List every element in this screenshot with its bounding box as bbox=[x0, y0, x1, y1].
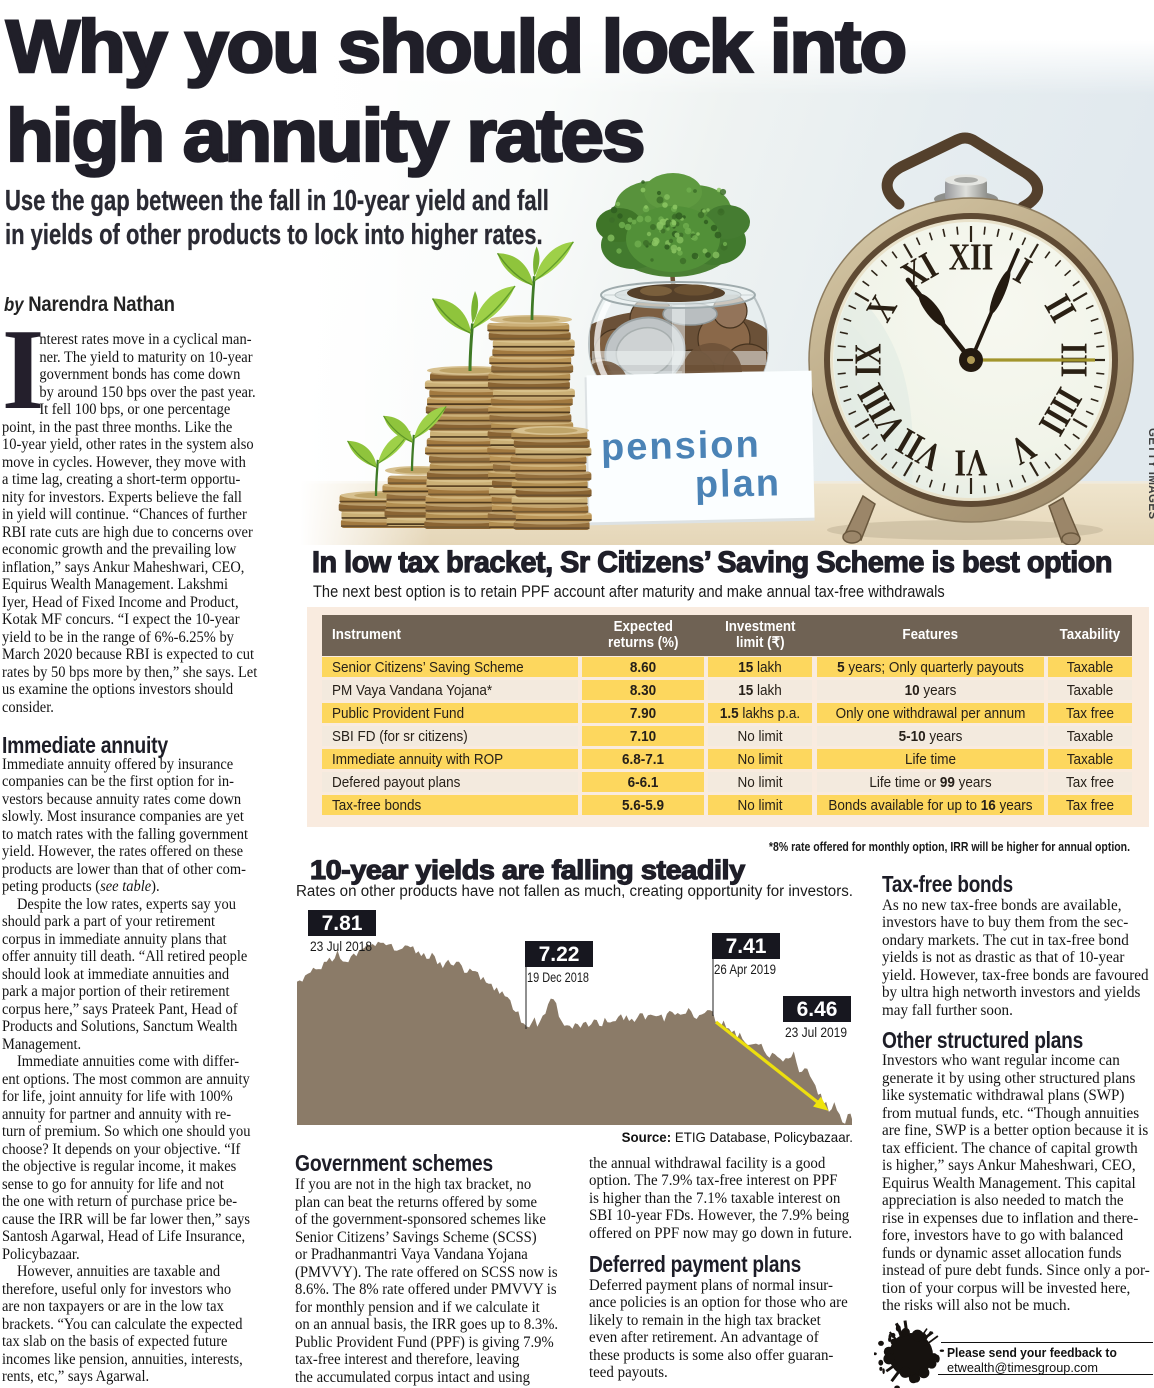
svg-text:XII: XII bbox=[949, 236, 994, 279]
svg-text:GETTY IMAGES: GETTY IMAGES bbox=[1146, 428, 1154, 520]
svg-text:26 Apr 2019: 26 Apr 2019 bbox=[714, 962, 776, 977]
svg-text:23 Jul 2018: 23 Jul 2018 bbox=[310, 939, 372, 954]
svg-text:23 Jul 2019: 23 Jul 2019 bbox=[785, 1025, 847, 1040]
svg-text:19 Dec 2018: 19 Dec 2018 bbox=[527, 970, 589, 985]
svg-text:7.22: 7.22 bbox=[539, 943, 580, 966]
svg-text:7.81: 7.81 bbox=[322, 912, 363, 935]
svg-text:IX: IX bbox=[847, 343, 890, 376]
svg-text:pension: pension bbox=[601, 424, 762, 469]
svg-text:6.46: 6.46 bbox=[797, 998, 838, 1021]
svg-text:7.41: 7.41 bbox=[726, 935, 767, 958]
svg-text:plan: plan bbox=[694, 462, 781, 506]
svg-text:VI: VI bbox=[954, 442, 987, 485]
